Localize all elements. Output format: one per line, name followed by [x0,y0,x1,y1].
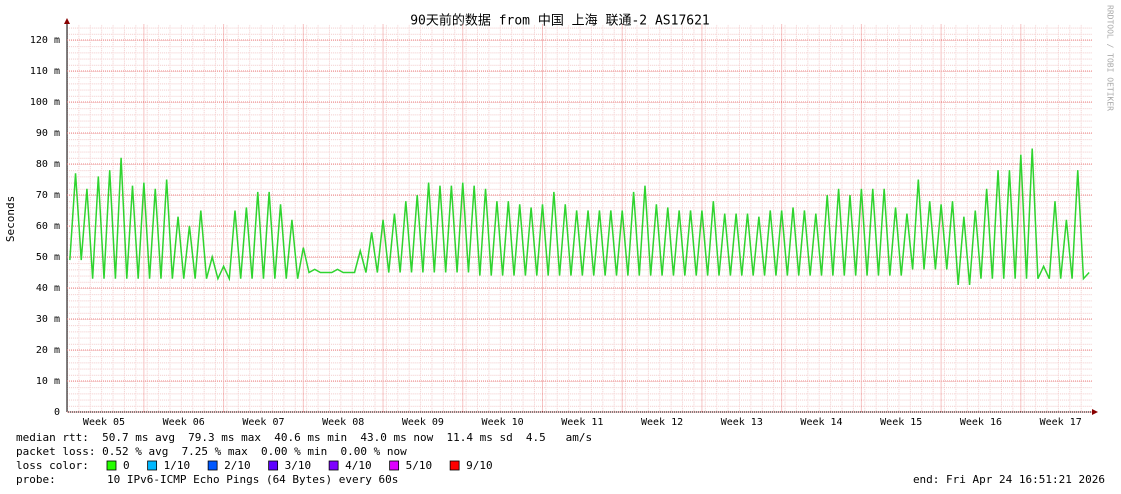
legend-label: 0 [123,459,130,472]
legend-label: 3/10 [285,459,312,472]
y-tick-label: 30 m [36,314,60,325]
y-tick-label: 40 m [36,283,60,294]
y-tick-label: 120 m [30,35,60,46]
legend-label: 2/10 [224,459,251,472]
legend-swatch [147,460,158,471]
legend-swatch [389,460,400,471]
x-tick-label: Week 10 [482,417,524,428]
x-tick-label: Week 15 [880,417,922,428]
y-arrow [64,18,70,24]
legend-swatch [268,460,279,471]
legend-swatch [328,460,339,471]
y-tick-label: 80 m [36,159,60,170]
y-tick-label: 0 [54,407,60,418]
y-tick-label: 10 m [36,376,60,387]
stats-loss: packet loss: 0.52 % avg 7.25 % max 0.00 … [16,445,407,458]
y-tick-label: 20 m [36,345,60,356]
rtt-line [69,148,1090,285]
y-tick-label: 50 m [36,252,60,263]
minor-grid [67,24,1092,412]
y-tick-label: 110 m [30,66,60,77]
x-tick-label: Week 05 [83,417,125,428]
y-tick-label: 70 m [36,190,60,201]
x-tick-label: Week 17 [1040,417,1082,428]
legend-swatch [449,460,460,471]
x-tick-label: Week 06 [163,417,205,428]
y-tick-label: 90 m [36,128,60,139]
x-tick-label: Week 08 [322,417,364,428]
legend-label: 1/10 [164,459,191,472]
credit: RRDTOOL / TOBI OETIKER [1106,5,1115,111]
y-axis-label: Seconds [4,196,17,242]
y-tick-label: 60 m [36,221,60,232]
legend-label: 4/10 [345,459,372,472]
y-tick-label: 100 m [30,97,60,108]
x-tick-label: Week 13 [721,417,763,428]
x-tick-label: Week 09 [402,417,444,428]
x-arrow [1092,409,1098,415]
stats-rtt: median rtt: 50.7 ms avg 79.3 ms max 40.6… [16,431,592,444]
probe: 10 IPv6-ICMP Echo Pings (64 Bytes) every… [107,473,398,486]
probe-label: probe: [16,473,56,486]
x-tick-label: Week 12 [641,417,683,428]
legend-label: 5/10 [406,459,433,472]
end-time: end: Fri Apr 24 16:51:21 2026 [913,473,1105,486]
x-tick-label: Week 07 [242,417,284,428]
legend-swatch [207,460,218,471]
legend-swatch [106,460,117,471]
x-tick-label: Week 16 [960,417,1002,428]
chart-title: 90天前的数据 from 中国 上海 联通-2 AS17621 [410,13,710,29]
legend-label: 9/10 [466,459,493,472]
x-tick-label: Week 14 [800,417,842,428]
loss-legend-label: loss color: [16,459,89,472]
x-tick-label: Week 11 [561,417,603,428]
